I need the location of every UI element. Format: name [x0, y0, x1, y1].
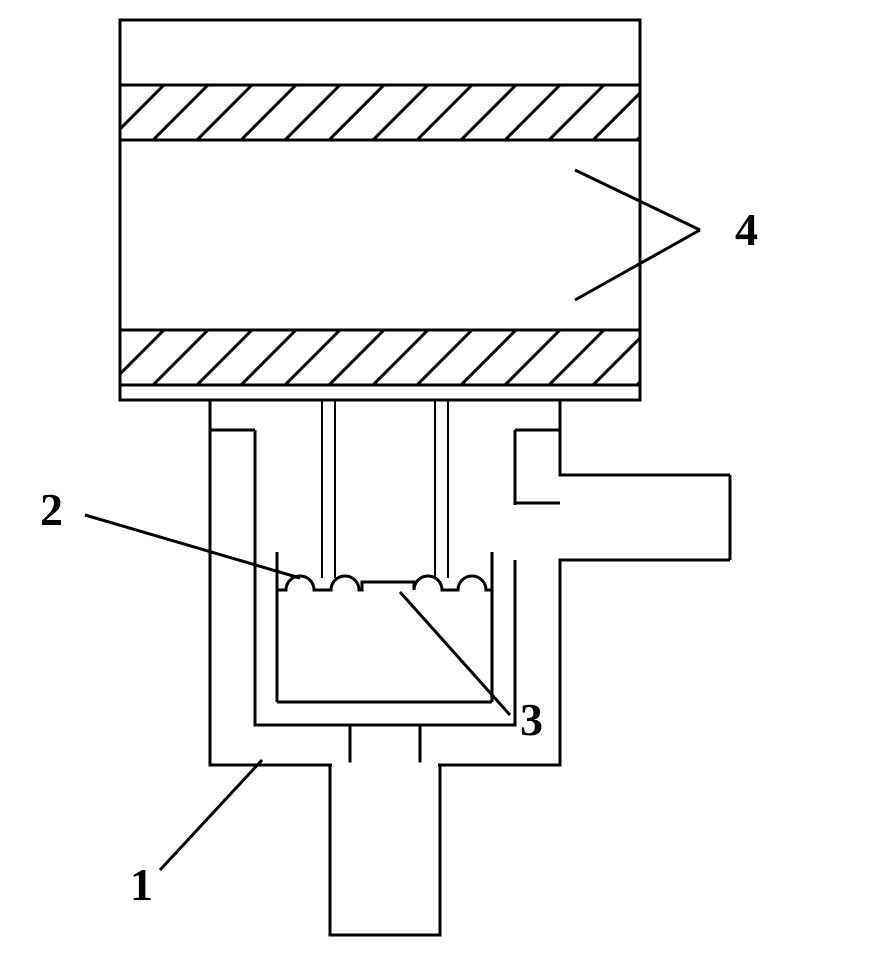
inner-block — [277, 552, 492, 702]
label-1: 1 — [130, 859, 153, 910]
label-3: 3 — [520, 694, 543, 745]
labels: 1 2 3 4 — [40, 204, 758, 910]
hatch-band — [65, 330, 736, 385]
u-body — [210, 430, 560, 765]
hatch-band — [65, 85, 736, 140]
label-2: 2 — [40, 484, 63, 535]
label-4: 4 — [735, 204, 758, 255]
upper-assembly — [65, 20, 736, 400]
bump-surface — [277, 576, 492, 590]
twin-pipes — [322, 400, 448, 578]
